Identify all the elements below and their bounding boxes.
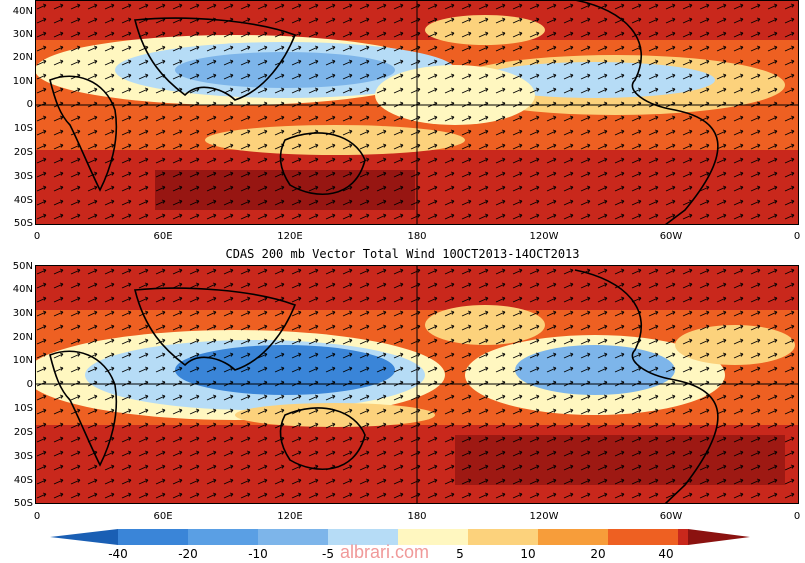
lon-label: 0 xyxy=(793,511,801,522)
lat-label: 20N xyxy=(12,52,33,63)
colorbar-segment xyxy=(538,529,608,545)
lon-label: 120W xyxy=(529,231,559,242)
map-title: CDAS 200 mb Vector Total Wind 10OCT2013-… xyxy=(225,247,580,261)
colorbar-segment xyxy=(608,529,678,545)
colorbar-segment xyxy=(688,529,750,545)
lon-label: 0 xyxy=(33,231,41,242)
lat-label: 50S xyxy=(13,218,33,229)
lon-label: 180 xyxy=(407,511,427,522)
lat-label: 40N xyxy=(12,6,33,17)
lat-label: 40S xyxy=(13,195,33,206)
lat-label: 30S xyxy=(13,451,33,462)
lat-label: 10S xyxy=(13,123,33,134)
lat-label: 50S xyxy=(13,498,33,509)
lat-label: 40N xyxy=(12,284,33,295)
watermark: albrari.com xyxy=(340,542,430,562)
colorbar-segment xyxy=(118,529,188,545)
lat-label: 20S xyxy=(13,427,33,438)
colorbar-label: 20 xyxy=(590,547,606,561)
lon-label: 120E xyxy=(277,231,303,242)
lon-label: 120E xyxy=(277,511,303,522)
lat-label: 30N xyxy=(12,29,33,40)
lon-label: 180 xyxy=(407,231,427,242)
lon-label: 60W xyxy=(659,511,683,522)
lon-label: 60E xyxy=(153,231,173,242)
lon-label: 0 xyxy=(793,231,801,242)
top-wind-map xyxy=(35,0,799,225)
lat-label: 30S xyxy=(13,171,33,182)
colorbar-label: -5 xyxy=(322,547,334,561)
colorbar-label: -20 xyxy=(178,547,198,561)
colorbar-segment xyxy=(188,529,258,545)
lat-label: 10N xyxy=(12,355,33,366)
colorbar-segment xyxy=(258,529,328,545)
colorbar-label: -40 xyxy=(108,547,128,561)
colorbar-segment xyxy=(398,529,468,545)
colorbar-label: -10 xyxy=(248,547,268,561)
lon-label: 60E xyxy=(153,511,173,522)
lon-label: 0 xyxy=(33,511,41,522)
colorbar-label: 40 xyxy=(658,547,674,561)
lat-label: 0 xyxy=(26,379,33,390)
lat-label: 10S xyxy=(13,403,33,414)
lat-label: 40S xyxy=(13,475,33,486)
colorbar-segment xyxy=(468,529,538,545)
colorbar-segment xyxy=(328,529,398,545)
bottom-wind-map xyxy=(35,265,799,504)
colorbar-label: 10 xyxy=(520,547,536,561)
colorbar-segment xyxy=(50,529,118,545)
lon-label: 60W xyxy=(659,231,683,242)
lat-label: 0 xyxy=(26,99,33,110)
lat-label: 30N xyxy=(12,308,33,319)
lon-label: 120W xyxy=(529,511,559,522)
lat-label: 20N xyxy=(12,332,33,343)
colorbar-label: 5 xyxy=(456,547,464,561)
colorbar-segment xyxy=(678,529,688,545)
lat-label: 20S xyxy=(13,147,33,158)
lat-label: 50N xyxy=(12,261,33,272)
colorbar xyxy=(50,529,750,545)
lat-label: 10N xyxy=(12,76,33,87)
